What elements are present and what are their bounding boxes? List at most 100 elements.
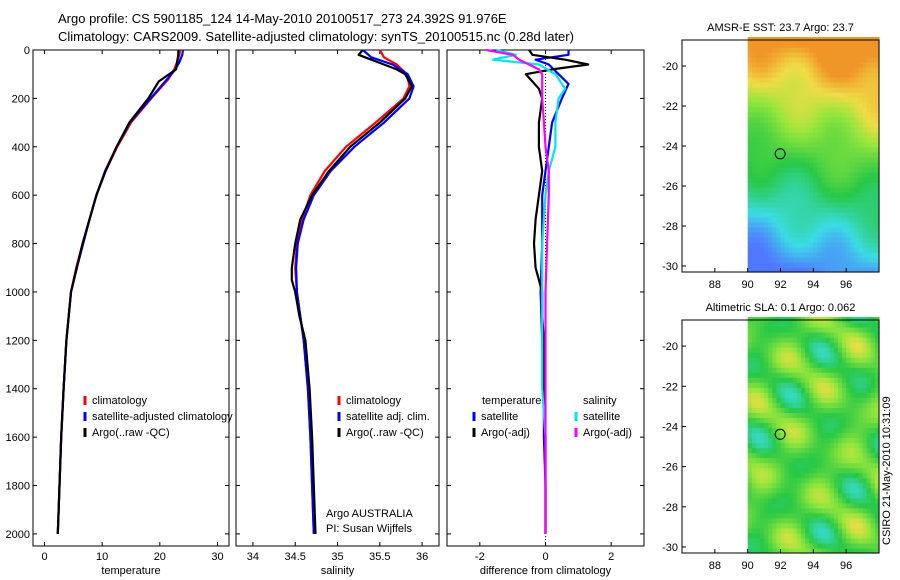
sla-map-cell: [792, 427, 798, 434]
sst-map-cell: [874, 252, 880, 258]
sst-map-cell: [813, 197, 818, 203]
sst-map-cell: [796, 267, 802, 273]
sla-map-cell: [817, 322, 823, 328]
sla-map-cell: [747, 342, 753, 348]
sla-map-cell: [760, 512, 765, 519]
sst-map-cell: [870, 192, 876, 198]
sla-map-cell: [821, 543, 827, 549]
sla-map-cell: [747, 442, 753, 449]
sst-map-cell: [776, 77, 782, 83]
sst-map-cell: [792, 217, 798, 223]
sst-map-cell: [809, 252, 814, 258]
sst-map-cell: [784, 87, 790, 93]
sla-map-cell: [829, 537, 835, 544]
sst-map-cell: [817, 197, 823, 203]
sst-map-cell: [870, 232, 876, 238]
sla-map-cell: [829, 502, 835, 509]
sla-map-cell: [796, 507, 802, 514]
sla-map-cell: [817, 382, 823, 388]
sst-map-cell: [817, 117, 823, 123]
sla-map-cell: [780, 327, 786, 333]
sla-map-cell: [846, 532, 851, 539]
sst-map-cell: [747, 167, 753, 173]
sst-map-cell: [850, 42, 855, 48]
sst-map-cell: [760, 62, 765, 68]
sla-map-cell: [760, 427, 765, 434]
sst-map-cell: [764, 77, 769, 83]
sst-map-cell: [846, 82, 851, 88]
sla-map-cell: [817, 397, 823, 403]
sla-map-cell: [866, 543, 872, 549]
sla-map-cell: [846, 412, 851, 418]
sla-map-cell: [838, 492, 843, 499]
sla-map-cell: [821, 327, 827, 333]
sst-map-cell: [768, 232, 773, 238]
sst-map-cell: [866, 97, 872, 103]
sla-map-cell: [755, 537, 761, 544]
sla-map-cell: [805, 412, 810, 418]
sst-map-cell: [866, 62, 872, 68]
sst-map-cell: [813, 252, 818, 258]
sla-map-cell: [874, 327, 880, 333]
sla-map-cell: [842, 322, 847, 328]
sst-map-cell: [751, 142, 757, 148]
sst-map-cell: [784, 92, 790, 98]
sla-map-cell: [772, 548, 777, 554]
sst-map-cell: [772, 57, 777, 63]
sst-map-cell: [874, 187, 880, 193]
sla-map-cell: [874, 543, 880, 549]
sla-map-cell: [862, 457, 868, 464]
sla-map-cell: [874, 492, 880, 499]
sla-map-cell: [792, 477, 798, 484]
sla-map-cell: [825, 447, 831, 454]
sla-map-cell: [764, 437, 769, 444]
sst-map-cell: [780, 187, 786, 193]
sla-map-cell: [788, 342, 794, 348]
sst-map-cell: [755, 182, 761, 188]
sla-map-cell: [825, 482, 831, 489]
sla-map-cell: [854, 442, 860, 449]
sla-map-cell: [792, 437, 798, 444]
sst-map-cell: [801, 242, 806, 248]
sla-map-cell: [784, 487, 790, 494]
sla-map-cell: [858, 512, 864, 519]
sla-map-cell: [772, 457, 777, 464]
sst-map-cell: [817, 42, 823, 48]
temperature-ytick-label: 400: [12, 142, 30, 154]
sla-map-cell: [755, 532, 761, 539]
sla-map-cell: [760, 442, 765, 449]
sla-map-cell: [780, 442, 786, 449]
salinity-legend-label: satellite adj. clim.: [346, 411, 430, 423]
sst-map-cell: [862, 247, 868, 253]
temperature-ytick-label: 1600: [6, 432, 30, 444]
sst-map-cell: [813, 227, 818, 233]
sla-map-cell: [780, 347, 786, 353]
sla-map-cell: [780, 387, 786, 393]
sst-map-cell: [870, 222, 876, 228]
sla-map-cell: [755, 432, 761, 439]
sst-map-cell: [833, 62, 839, 68]
sla-map-cell: [833, 322, 839, 328]
sst-map-cell: [854, 127, 860, 133]
sla-map-cell: [833, 347, 839, 353]
sla-map-cell: [809, 407, 814, 413]
sla-map-cell: [788, 347, 794, 353]
sla-map-cell: [874, 502, 880, 509]
sla-map-cell: [862, 337, 868, 343]
sst-map-cell: [817, 152, 823, 158]
sla-map-cell: [747, 397, 753, 403]
sla-map-cell: [862, 462, 868, 469]
sst-map-cell: [858, 112, 864, 118]
sst-map-cell: [784, 147, 790, 153]
sla-map-cell: [801, 532, 806, 539]
sst-map-cell: [776, 247, 782, 253]
sst-map-cell: [821, 267, 827, 273]
sla-map-cell: [780, 362, 786, 368]
sst-map-cell: [755, 127, 761, 133]
sst-map-cell: [747, 222, 753, 228]
sla-map-cell: [751, 342, 757, 348]
sla-map-cell: [809, 462, 814, 469]
sla-map-cell: [805, 543, 810, 549]
sst-map-cell: [866, 212, 872, 218]
sla-map-cell: [870, 543, 876, 549]
